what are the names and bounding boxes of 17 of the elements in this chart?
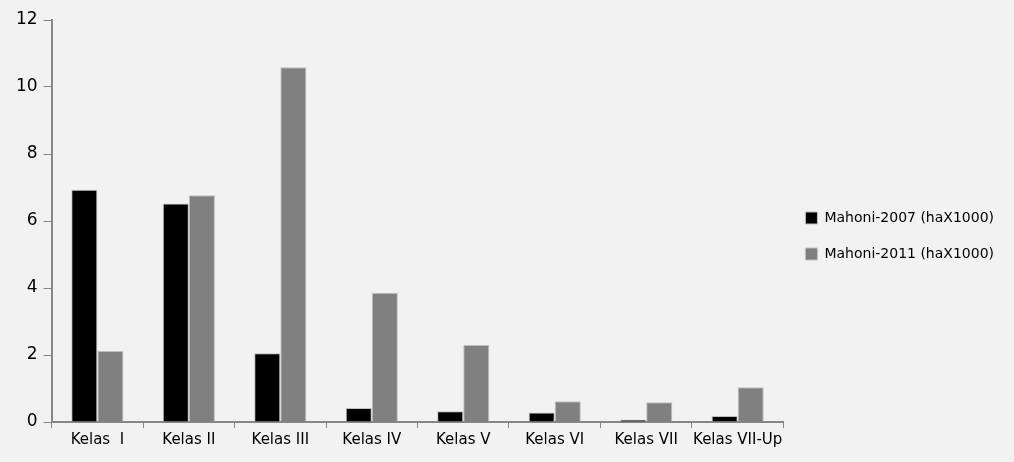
- y-tick-label: 2: [26, 343, 38, 364]
- legend-label: Mahoni-2011 (haX1000): [824, 244, 995, 261]
- x-tick-label: Kelas III: [251, 429, 310, 448]
- x-tick-label: Kelas IV: [342, 429, 402, 448]
- y-tick-label: 6: [26, 209, 38, 230]
- x-tick-label: Kelas VII: [614, 429, 678, 448]
- y-tick-label: 4: [26, 276, 38, 297]
- y-tick-label: 0: [26, 410, 38, 431]
- x-tick-label: Kelas VII-Up: [693, 429, 783, 448]
- y-tick-label: 10: [15, 75, 38, 96]
- x-tick-label: Kelas VI: [525, 429, 585, 448]
- y-tick-label: 8: [26, 142, 38, 163]
- x-tick-label: Kelas II: [162, 429, 216, 448]
- x-tick-label: Kelas I: [70, 429, 125, 448]
- legend-label: Mahoni-2007 (haX1000): [824, 208, 995, 225]
- y-tick-label: 12: [15, 8, 38, 29]
- x-tick-label: Kelas V: [435, 429, 492, 448]
